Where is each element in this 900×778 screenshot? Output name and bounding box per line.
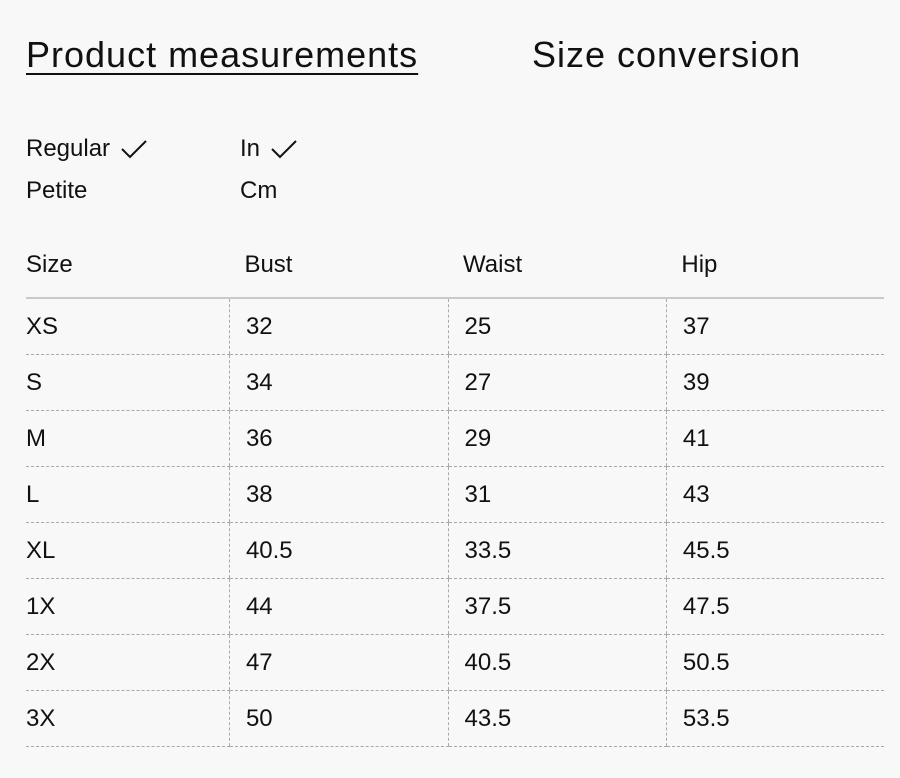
checkmark-icon bbox=[270, 138, 298, 160]
bust-cell: 50 bbox=[228, 690, 449, 747]
bust-cell: 44 bbox=[228, 578, 449, 635]
fit-option-regular[interactable]: Regular bbox=[26, 128, 148, 170]
column-header-size: Size bbox=[26, 233, 230, 299]
table-row: S 34 27 39 bbox=[26, 354, 884, 411]
hip-cell: 41 bbox=[665, 410, 884, 467]
size-cell: M bbox=[26, 410, 230, 467]
unit-options: In Cm bbox=[240, 128, 298, 212]
hip-cell: 37 bbox=[665, 298, 884, 355]
size-cell: XL bbox=[26, 522, 230, 579]
size-cell: 3X bbox=[26, 690, 230, 747]
fit-option-label: Regular bbox=[26, 135, 111, 162]
column-header-bust: Bust bbox=[229, 233, 449, 299]
column-header-waist: Waist bbox=[448, 233, 667, 299]
hip-cell: 43 bbox=[665, 466, 884, 523]
hip-cell: 45.5 bbox=[665, 522, 884, 579]
size-cell: 1X bbox=[26, 578, 230, 635]
unit-option-cm[interactable]: Cm bbox=[240, 170, 298, 212]
waist-cell: 40.5 bbox=[447, 634, 667, 691]
hip-cell: 50.5 bbox=[665, 634, 884, 691]
bust-cell: 32 bbox=[228, 298, 449, 355]
size-cell: XS bbox=[26, 298, 230, 355]
bust-cell: 34 bbox=[228, 354, 449, 411]
waist-cell: 29 bbox=[447, 410, 667, 467]
size-cell: L bbox=[26, 466, 230, 523]
waist-cell: 43.5 bbox=[447, 690, 667, 747]
waist-cell: 25 bbox=[447, 298, 667, 355]
table-header-row: Size Bust Waist Hip bbox=[26, 233, 884, 299]
bust-cell: 47 bbox=[228, 634, 449, 691]
hip-cell: 39 bbox=[665, 354, 884, 411]
waist-cell: 31 bbox=[447, 466, 667, 523]
bust-cell: 38 bbox=[228, 466, 449, 523]
unit-option-label: Cm bbox=[240, 177, 278, 204]
hip-cell: 53.5 bbox=[665, 690, 884, 747]
table-row: XS 32 25 37 bbox=[26, 298, 884, 355]
table-row: 1X 44 37.5 47.5 bbox=[26, 578, 884, 635]
table-row: L 38 31 43 bbox=[26, 466, 884, 523]
table-row: 3X 50 43.5 53.5 bbox=[26, 690, 884, 747]
hip-cell: 47.5 bbox=[665, 578, 884, 635]
checkmark-icon bbox=[120, 138, 148, 160]
tab-size-conversion[interactable]: Size conversion bbox=[532, 34, 802, 75]
bust-cell: 40.5 bbox=[228, 522, 449, 579]
table-row: 2X 47 40.5 50.5 bbox=[26, 634, 884, 691]
size-cell: S bbox=[26, 354, 230, 411]
waist-cell: 27 bbox=[447, 354, 667, 411]
table-row: M 36 29 41 bbox=[26, 410, 884, 467]
waist-cell: 33.5 bbox=[447, 522, 667, 579]
unit-option-in[interactable]: In bbox=[240, 128, 298, 170]
column-header-hip: Hip bbox=[666, 233, 884, 299]
size-cell: 2X bbox=[26, 634, 230, 691]
unit-option-label: In bbox=[240, 135, 261, 162]
bust-cell: 36 bbox=[228, 410, 449, 467]
fit-options: Regular Petite bbox=[26, 128, 148, 212]
measurements-table: Size Bust Waist Hip XS 32 25 37 S 34 27 … bbox=[26, 233, 884, 747]
fit-option-label: Petite bbox=[26, 177, 88, 204]
tab-product-measurements[interactable]: Product measurements bbox=[26, 34, 419, 75]
waist-cell: 37.5 bbox=[447, 578, 667, 635]
fit-option-petite[interactable]: Petite bbox=[26, 170, 148, 212]
table-row: XL 40.5 33.5 45.5 bbox=[26, 522, 884, 579]
